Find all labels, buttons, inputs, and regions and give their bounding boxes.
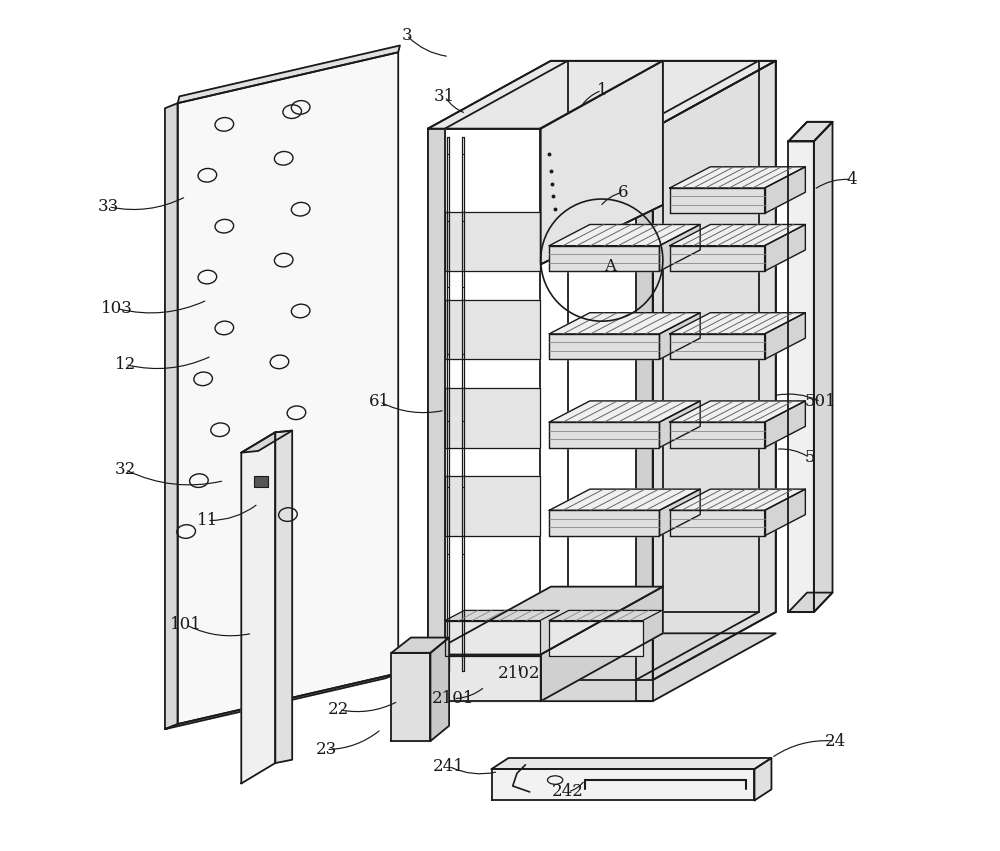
Polygon shape [670,489,805,511]
Polygon shape [549,620,643,656]
Polygon shape [391,637,449,653]
Polygon shape [428,129,445,680]
Text: 103: 103 [101,300,133,317]
Polygon shape [788,122,833,141]
Text: 101: 101 [170,616,202,633]
Text: 241: 241 [433,758,465,775]
Text: 2101: 2101 [432,690,475,707]
Text: 242: 242 [552,784,584,801]
Polygon shape [670,167,805,188]
Polygon shape [814,122,833,612]
Polygon shape [165,673,398,729]
Polygon shape [670,511,765,536]
Polygon shape [653,60,776,680]
Text: 1: 1 [596,82,607,99]
Polygon shape [670,422,765,448]
Polygon shape [241,431,292,453]
Polygon shape [445,477,540,536]
Polygon shape [241,432,275,784]
Polygon shape [765,167,805,214]
Polygon shape [178,45,400,103]
Text: 33: 33 [97,198,119,215]
Polygon shape [445,620,540,656]
Text: 11: 11 [197,512,218,529]
Polygon shape [670,188,765,214]
Polygon shape [636,129,653,701]
Polygon shape [428,60,776,129]
Polygon shape [445,388,540,448]
Polygon shape [430,637,449,741]
Polygon shape [659,489,700,536]
Polygon shape [765,225,805,271]
Polygon shape [788,122,833,141]
Bar [254,477,268,487]
Polygon shape [549,610,662,620]
Polygon shape [659,401,700,448]
Polygon shape [428,129,445,701]
Polygon shape [492,769,754,801]
Text: 2102: 2102 [497,665,540,682]
Polygon shape [549,246,659,271]
Polygon shape [659,312,700,359]
Polygon shape [178,52,398,724]
Text: 6: 6 [618,184,628,201]
Polygon shape [165,103,178,729]
Polygon shape [445,610,559,620]
Polygon shape [492,758,771,769]
Polygon shape [445,212,540,271]
Text: 61: 61 [369,393,390,410]
Text: 501: 501 [805,393,837,410]
Text: A: A [604,258,616,275]
Polygon shape [670,312,805,334]
Polygon shape [549,401,700,422]
Polygon shape [670,225,805,246]
Polygon shape [541,586,663,701]
Polygon shape [428,633,776,701]
Text: 23: 23 [315,741,337,758]
Polygon shape [549,334,659,359]
Polygon shape [428,654,541,701]
Text: 3: 3 [401,27,412,43]
Text: 32: 32 [114,461,136,478]
Text: 22: 22 [328,701,349,718]
Polygon shape [445,300,540,359]
Polygon shape [541,60,663,265]
Polygon shape [549,422,659,448]
Polygon shape [659,225,700,271]
Polygon shape [549,312,700,334]
Polygon shape [765,489,805,536]
Polygon shape [549,511,659,536]
Polygon shape [549,225,700,246]
Polygon shape [765,312,805,359]
Text: 12: 12 [114,356,136,373]
Polygon shape [788,141,814,612]
Polygon shape [765,401,805,448]
Polygon shape [428,586,663,654]
Polygon shape [391,653,430,741]
Text: 24: 24 [824,733,846,750]
Polygon shape [275,431,292,763]
Polygon shape [788,592,833,612]
Polygon shape [670,401,805,422]
Polygon shape [670,334,765,359]
Text: 31: 31 [434,88,455,105]
Text: 4: 4 [847,171,857,188]
Polygon shape [549,489,700,511]
Polygon shape [754,758,771,801]
Polygon shape [670,246,765,271]
Text: 5: 5 [804,449,815,466]
